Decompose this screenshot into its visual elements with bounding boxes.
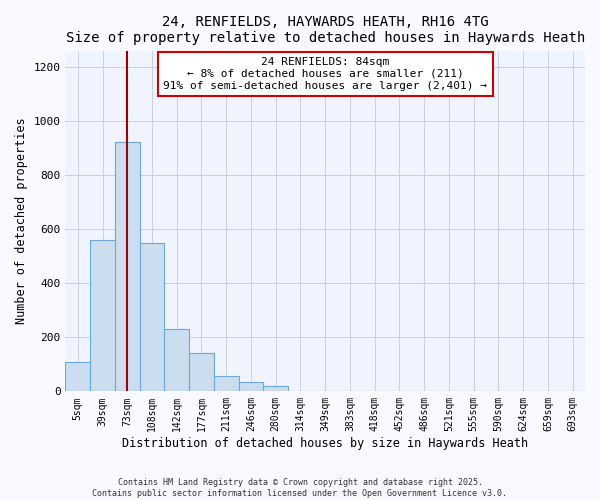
Bar bbox=[164, 329, 189, 392]
Title: 24, RENFIELDS, HAYWARDS HEATH, RH16 4TG
Size of property relative to detached ho: 24, RENFIELDS, HAYWARDS HEATH, RH16 4TG … bbox=[65, 15, 585, 45]
Y-axis label: Number of detached properties: Number of detached properties bbox=[15, 118, 28, 324]
Text: Contains HM Land Registry data © Crown copyright and database right 2025.
Contai: Contains HM Land Registry data © Crown c… bbox=[92, 478, 508, 498]
Bar bbox=[115, 142, 140, 392]
Bar bbox=[140, 242, 164, 392]
Bar bbox=[189, 354, 214, 392]
Bar bbox=[90, 240, 115, 392]
Bar bbox=[65, 362, 90, 392]
Bar bbox=[214, 376, 239, 392]
X-axis label: Distribution of detached houses by size in Haywards Heath: Distribution of detached houses by size … bbox=[122, 437, 528, 450]
Bar bbox=[263, 386, 288, 392]
Text: 24 RENFIELDS: 84sqm
← 8% of detached houses are smaller (211)
91% of semi-detach: 24 RENFIELDS: 84sqm ← 8% of detached hou… bbox=[163, 58, 487, 90]
Bar bbox=[239, 382, 263, 392]
